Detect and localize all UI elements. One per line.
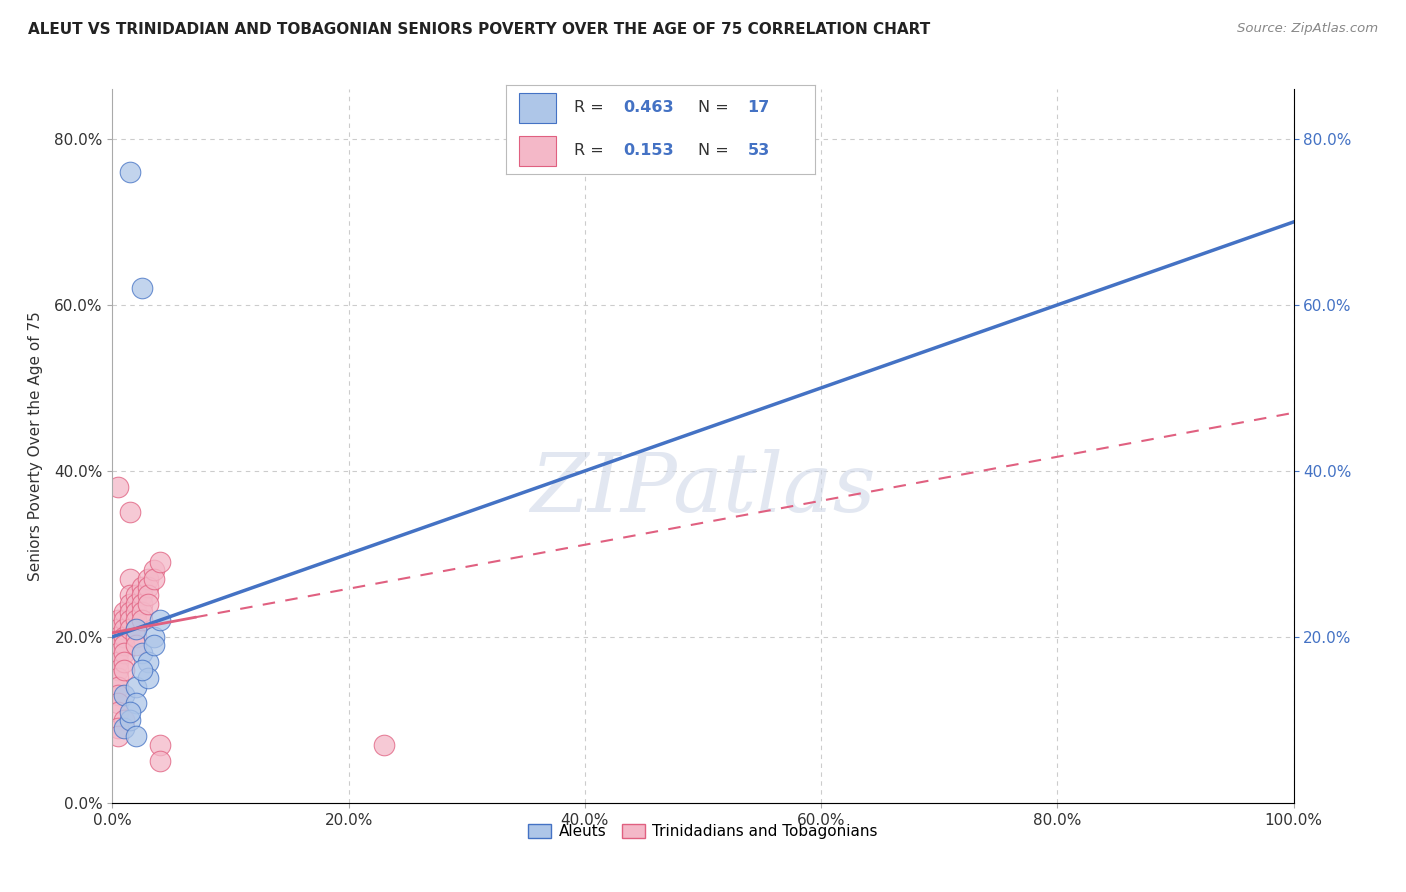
Point: [107, 613, 129, 627]
Point: [120, 588, 142, 602]
Point: [120, 605, 142, 619]
Point: [112, 647, 135, 661]
Text: 17: 17: [748, 101, 769, 115]
Point: [125, 680, 148, 694]
Point: [136, 572, 159, 586]
Point: [125, 605, 148, 619]
Point: [131, 597, 153, 611]
Text: 0.463: 0.463: [624, 101, 675, 115]
Point: [112, 721, 135, 735]
Point: [120, 705, 142, 719]
Point: [125, 588, 148, 602]
Point: [149, 754, 172, 768]
Point: [373, 738, 395, 752]
Text: 0.153: 0.153: [624, 144, 675, 158]
Point: [125, 622, 148, 636]
Point: [112, 663, 135, 677]
FancyBboxPatch shape: [519, 136, 555, 166]
Point: [107, 630, 129, 644]
Point: [142, 630, 165, 644]
Point: [112, 713, 135, 727]
Point: [107, 481, 129, 495]
Text: N =: N =: [697, 144, 728, 158]
Point: [120, 505, 142, 519]
Point: [120, 613, 142, 627]
Point: [149, 555, 172, 569]
Point: [142, 638, 165, 652]
Text: ZIPatlas: ZIPatlas: [530, 449, 876, 529]
Point: [136, 588, 159, 602]
Point: [107, 638, 129, 652]
FancyBboxPatch shape: [519, 93, 555, 123]
Point: [112, 688, 135, 702]
Point: [142, 572, 165, 586]
Point: [107, 730, 129, 744]
Text: Source: ZipAtlas.com: Source: ZipAtlas.com: [1237, 22, 1378, 36]
Point: [149, 613, 172, 627]
Point: [107, 721, 129, 735]
Point: [136, 580, 159, 594]
Point: [112, 638, 135, 652]
Point: [125, 730, 148, 744]
Point: [112, 605, 135, 619]
Point: [131, 605, 153, 619]
Point: [149, 738, 172, 752]
Point: [107, 680, 129, 694]
Point: [136, 655, 159, 669]
Point: [107, 622, 129, 636]
Point: [131, 588, 153, 602]
Point: [107, 696, 129, 710]
Point: [131, 613, 153, 627]
Point: [120, 713, 142, 727]
Text: R =: R =: [574, 101, 605, 115]
Point: [112, 622, 135, 636]
Point: [107, 647, 129, 661]
Text: R =: R =: [574, 144, 605, 158]
Point: [131, 281, 153, 295]
Point: [112, 613, 135, 627]
Point: [120, 597, 142, 611]
Point: [136, 671, 159, 685]
Point: [107, 688, 129, 702]
Point: [131, 580, 153, 594]
Point: [120, 165, 142, 179]
Point: [112, 655, 135, 669]
Point: [112, 630, 135, 644]
Point: [125, 613, 148, 627]
Point: [131, 663, 153, 677]
Point: [107, 655, 129, 669]
Y-axis label: Seniors Poverty Over the Age of 75: Seniors Poverty Over the Age of 75: [28, 311, 44, 581]
Text: N =: N =: [697, 101, 728, 115]
Point: [125, 597, 148, 611]
Point: [120, 572, 142, 586]
Point: [125, 638, 148, 652]
Point: [107, 671, 129, 685]
Point: [107, 705, 129, 719]
Point: [107, 663, 129, 677]
Point: [120, 622, 142, 636]
Point: [136, 597, 159, 611]
Point: [131, 647, 153, 661]
Point: [142, 564, 165, 578]
Legend: Aleuts, Trinidadians and Tobagonians: Aleuts, Trinidadians and Tobagonians: [522, 818, 884, 845]
Text: 53: 53: [748, 144, 769, 158]
Text: ALEUT VS TRINIDADIAN AND TOBAGONIAN SENIORS POVERTY OVER THE AGE OF 75 CORRELATI: ALEUT VS TRINIDADIAN AND TOBAGONIAN SENI…: [28, 22, 931, 37]
Point: [125, 696, 148, 710]
Point: [125, 622, 148, 636]
Point: [125, 630, 148, 644]
